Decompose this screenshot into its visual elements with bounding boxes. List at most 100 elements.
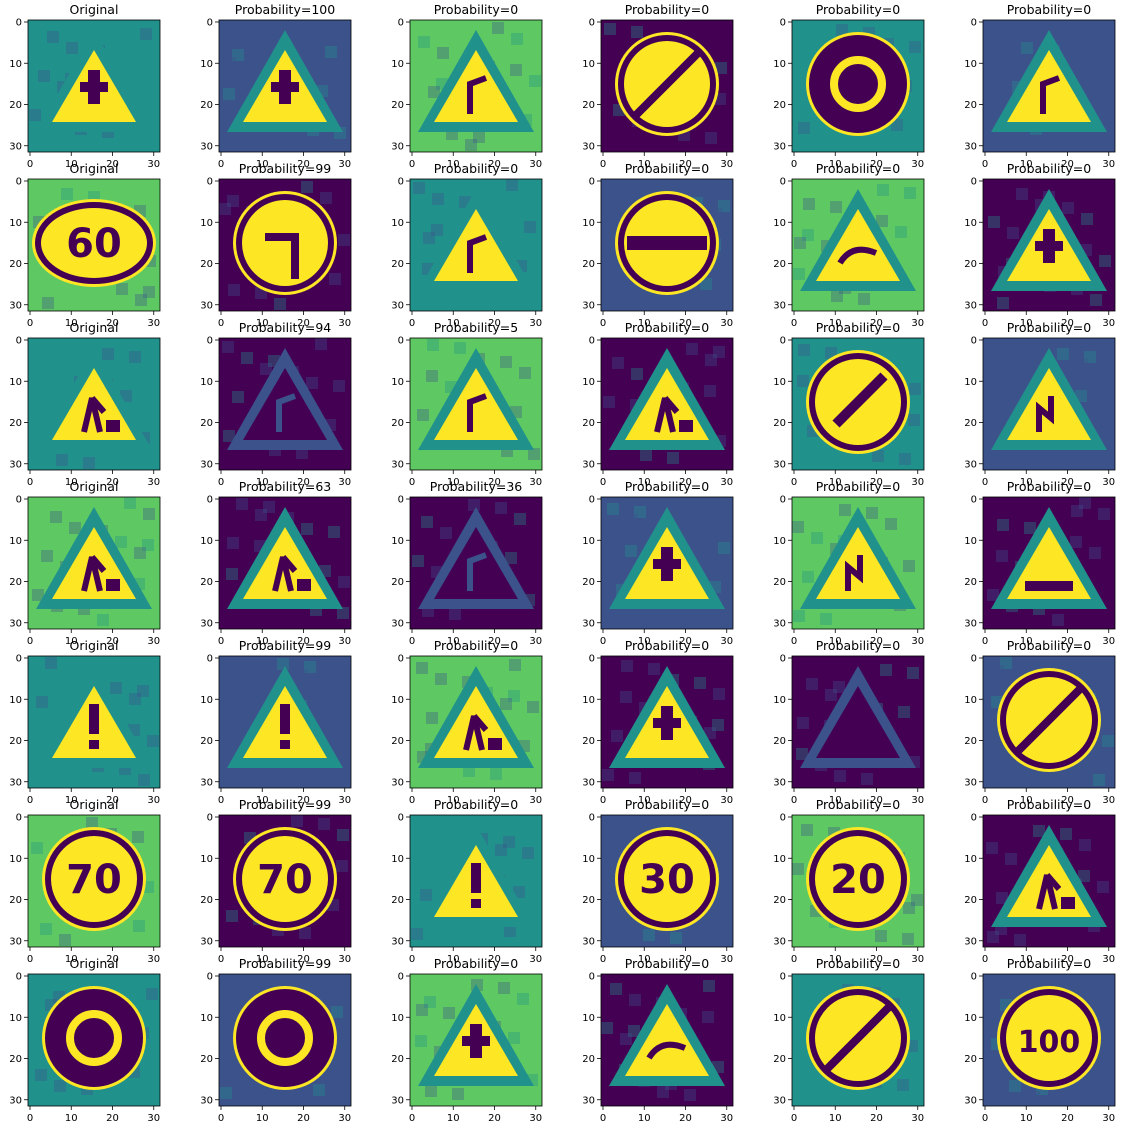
y-tick-label: 0 [16,336,22,347]
x-tick-label: 20 [106,1113,119,1124]
sign-symbol [257,1010,313,1066]
x-tick-label: 0 [409,1113,415,1124]
panel-title: Probability=0 [434,956,519,971]
x-tick-label: 0 [218,159,224,170]
y-tick-label: 20 [9,259,22,270]
y-tick-label: 30 [773,300,786,311]
sign-symbol [1036,873,1062,910]
x-tick-label: 0 [982,795,988,806]
y-tick-label: 30 [9,777,22,788]
x-tick-label: 0 [982,1113,988,1124]
y-tick-label: 20 [9,577,22,588]
x-tick-label: 20 [870,954,883,965]
x-tick-label: 30 [338,636,351,647]
sign-image: 100 [983,974,1115,1106]
x-tick-label: 20 [297,954,310,965]
y-tick-label: 20 [964,736,977,747]
x-tick-label: 30 [1102,318,1115,329]
x-tick-label: 20 [488,477,501,488]
y-tick-label: 30 [773,777,786,788]
x-tick-label: 30 [338,1113,351,1124]
axes-frame [600,496,734,630]
axes-frame [600,337,734,471]
x-tick-label: 0 [600,954,606,965]
y-tick-label: 30 [773,618,786,629]
panel-r1-c6: Probability=0 0 0 10 10 20 20 30 30 [964,2,1116,170]
x-tick-label: 10 [256,1113,269,1124]
x-tick-label: 10 [256,636,269,647]
x-tick-label: 30 [1102,636,1115,647]
y-tick-label: 20 [391,418,404,429]
x-tick-label: 10 [1020,795,1033,806]
axes-frame [218,814,352,948]
y-tick-label: 30 [200,300,213,311]
y-tick-label: 10 [391,695,404,706]
x-tick-label: 30 [720,954,733,965]
sign-image [792,20,924,152]
y-tick-label: 30 [391,1095,404,1106]
x-tick-label: 30 [720,318,733,329]
y-tick-label: 20 [964,418,977,429]
sign-number: 60 [66,221,122,267]
sign-symbol [280,704,290,734]
x-tick-label: 20 [106,159,119,170]
sign-image: 20 [792,815,924,947]
x-tick-label: 20 [488,954,501,965]
x-tick-label: 20 [297,636,310,647]
y-tick-label: 10 [582,1013,595,1024]
axes-frame [791,814,925,948]
x-tick-label: 10 [65,477,78,488]
y-tick-label: 10 [391,218,404,229]
y-tick-label: 20 [582,259,595,270]
y-tick-label: 20 [200,259,213,270]
y-tick-label: 30 [582,936,595,947]
x-tick-label: 0 [982,159,988,170]
y-tick-label: 30 [9,459,22,470]
y-tick-label: 0 [16,813,22,824]
y-tick-label: 30 [9,618,22,629]
y-tick-label: 20 [964,895,977,906]
sign-image [410,974,542,1106]
x-tick-label: 0 [982,477,988,488]
x-tick-label: 20 [870,318,883,329]
x-tick-label: 0 [791,159,797,170]
y-tick-label: 10 [391,854,404,865]
x-tick-label: 10 [65,1113,78,1124]
x-tick-label: 0 [791,318,797,329]
y-tick-label: 20 [773,895,786,906]
x-tick-label: 30 [720,477,733,488]
x-tick-label: 10 [829,1113,842,1124]
y-tick-label: 0 [589,972,595,983]
x-tick-label: 20 [679,954,692,965]
sign-symbol [463,714,489,751]
y-tick-label: 20 [391,736,404,747]
sign-symbol [66,1010,122,1066]
panel-title: Probability=0 [816,161,901,176]
axes-frame [409,178,543,312]
sign-symbol [467,552,488,591]
sign-symbol [1025,581,1073,591]
sign-symbol [272,555,298,592]
y-tick-label: 30 [964,777,977,788]
y-tick-label: 30 [391,936,404,947]
sign-symbol [845,555,863,591]
x-tick-label: 30 [529,795,542,806]
sign-image [983,815,1115,947]
y-tick-label: 20 [582,418,595,429]
x-tick-label: 30 [529,318,542,329]
x-tick-label: 30 [338,477,351,488]
y-tick-label: 20 [200,895,213,906]
sign-symbol [632,49,702,119]
y-tick-label: 10 [582,377,595,388]
sign-number: 20 [830,857,886,903]
